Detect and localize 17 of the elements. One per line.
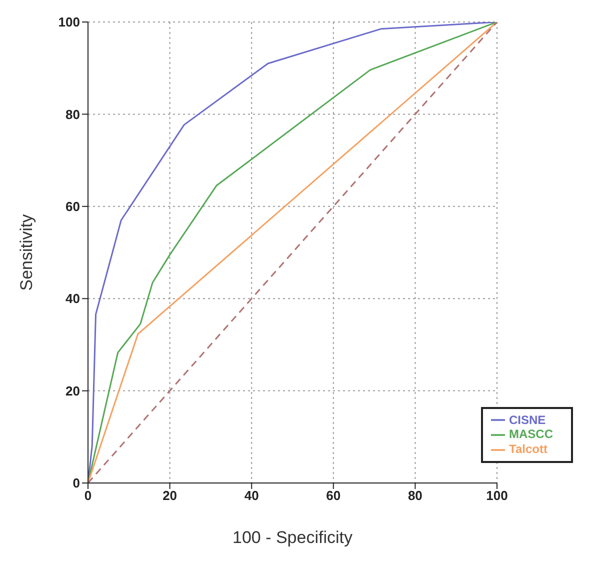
y-tick-label: 20 (66, 383, 80, 398)
x-tick-label: 20 (162, 488, 178, 504)
x-tick-label: 0 (84, 488, 92, 504)
legend-label: Talcott (509, 442, 548, 456)
y-axis-title: Sensitivity (17, 214, 36, 291)
y-tick-label: 100 (58, 14, 80, 30)
y-tick-label: 0 (72, 476, 80, 491)
x-tick-label: 80 (408, 488, 422, 504)
legend-label: MASCC (509, 427, 553, 442)
legend-label: CISNE (509, 412, 546, 427)
x-tick-label: 40 (244, 488, 259, 504)
x-tick-label: 60 (326, 488, 341, 504)
y-tick-label: 80 (66, 106, 80, 122)
x-tick-label: 100 (486, 488, 508, 504)
y-tick-label: 40 (66, 291, 80, 306)
x-axis-title: 100 - Specificity (232, 528, 353, 547)
y-tick-label: 60 (66, 199, 80, 214)
